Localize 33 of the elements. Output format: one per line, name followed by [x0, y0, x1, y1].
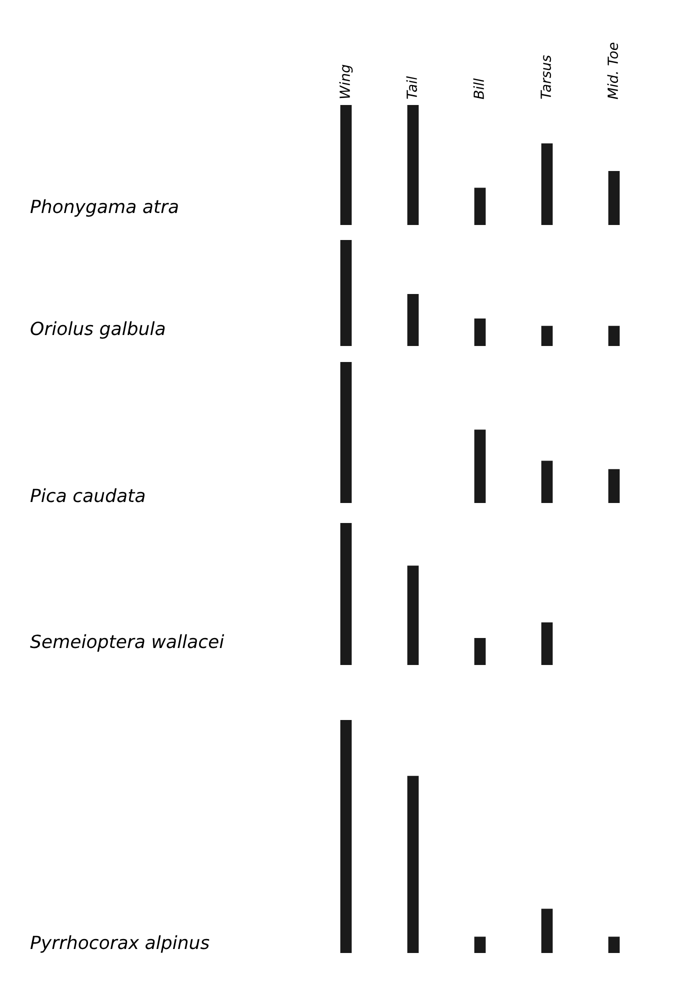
y-axis-title: Pica caudata — [30, 488, 145, 502]
bar — [340, 362, 352, 503]
bar — [474, 936, 486, 953]
bar — [541, 460, 553, 503]
bar — [541, 622, 553, 665]
bar — [340, 105, 352, 225]
x-tick-label: Mid. Toe — [607, 42, 618, 100]
bar — [340, 720, 352, 953]
bar — [340, 523, 352, 665]
x-tick-label: Bill — [473, 78, 484, 100]
bar — [407, 776, 419, 953]
y-axis-title: Semeioptera wallacei — [30, 634, 224, 652]
bar — [340, 240, 352, 346]
y-axis-title: Oriolus galbula — [30, 321, 165, 339]
bar — [474, 318, 486, 346]
bar — [407, 105, 419, 225]
bar — [541, 143, 553, 225]
y-axis-title: Phonygama atra — [30, 199, 178, 217]
bar — [407, 294, 419, 346]
bar — [541, 908, 553, 953]
bar — [541, 326, 553, 346]
bar — [474, 430, 486, 503]
x-tick-label: Tarsus — [540, 55, 552, 99]
bar — [608, 326, 620, 346]
bar — [474, 188, 486, 225]
bar — [608, 171, 620, 225]
bar — [407, 566, 419, 665]
y-axis-title: Pyrrhocorax alpinus — [30, 935, 210, 953]
bar — [608, 936, 620, 953]
x-tick-label: Tail — [406, 76, 418, 99]
x-tick-label: Wing — [339, 64, 353, 98]
bar — [474, 638, 486, 665]
bar — [608, 469, 620, 503]
